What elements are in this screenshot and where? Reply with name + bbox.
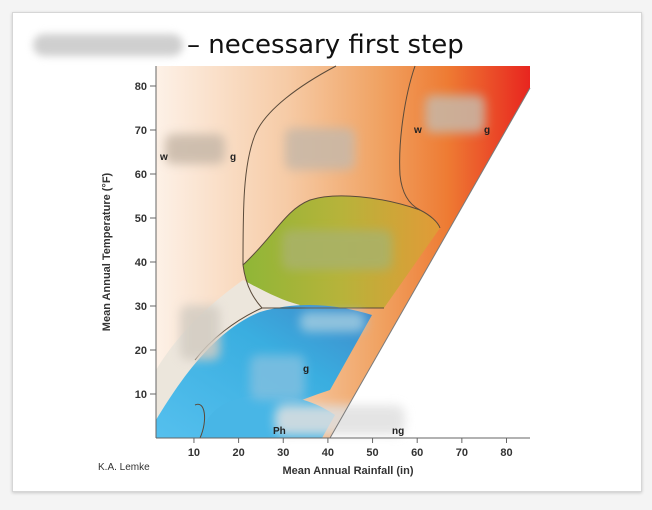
label-bottom-start: Ph [273,426,286,437]
x-tick-label: 80 [500,447,512,459]
x-axis-ticks: 10 20 30 40 50 60 70 80 [188,438,513,459]
x-tick-label: 10 [188,447,200,459]
slide-title: – necessary first step [33,25,464,65]
y-tick-label: 40 [135,257,147,269]
x-axis-title: Mean Annual Rainfall (in) [283,465,414,477]
label-bottom-end: ng [392,426,404,437]
title-text: – necessary first step [187,30,464,60]
label-upper-right-start: w [413,125,422,136]
redacted-labels [165,95,485,435]
label-upper-left-start: w [159,152,168,163]
redacted-title-word [33,34,183,56]
x-tick-label: 70 [456,447,468,459]
y-tick-label: 80 [135,81,147,93]
label-upper-right-end: g [484,125,490,136]
y-tick-label: 70 [135,125,147,137]
y-tick-label: 30 [135,301,147,313]
label-lower-center: g [303,364,309,375]
x-tick-label: 50 [366,447,378,459]
y-axis-ticks: 10 20 30 40 50 60 70 80 [135,81,156,401]
climate-limit-line [329,87,531,439]
y-tick-label: 60 [135,169,147,181]
x-tick-label: 20 [232,447,244,459]
y-axis-title: Mean Annual Temperature (°F) [101,172,113,331]
region-boundaries [194,65,441,439]
label-upper-left-end: g [230,152,236,163]
x-tick-label: 30 [277,447,289,459]
x-tick-label: 40 [322,447,334,459]
y-tick-label: 20 [135,345,147,357]
credit-text: K.A. Lemke [98,462,150,473]
y-tick-label: 50 [135,213,147,225]
x-tick-label: 60 [411,447,423,459]
y-tick-label: 10 [135,389,147,401]
